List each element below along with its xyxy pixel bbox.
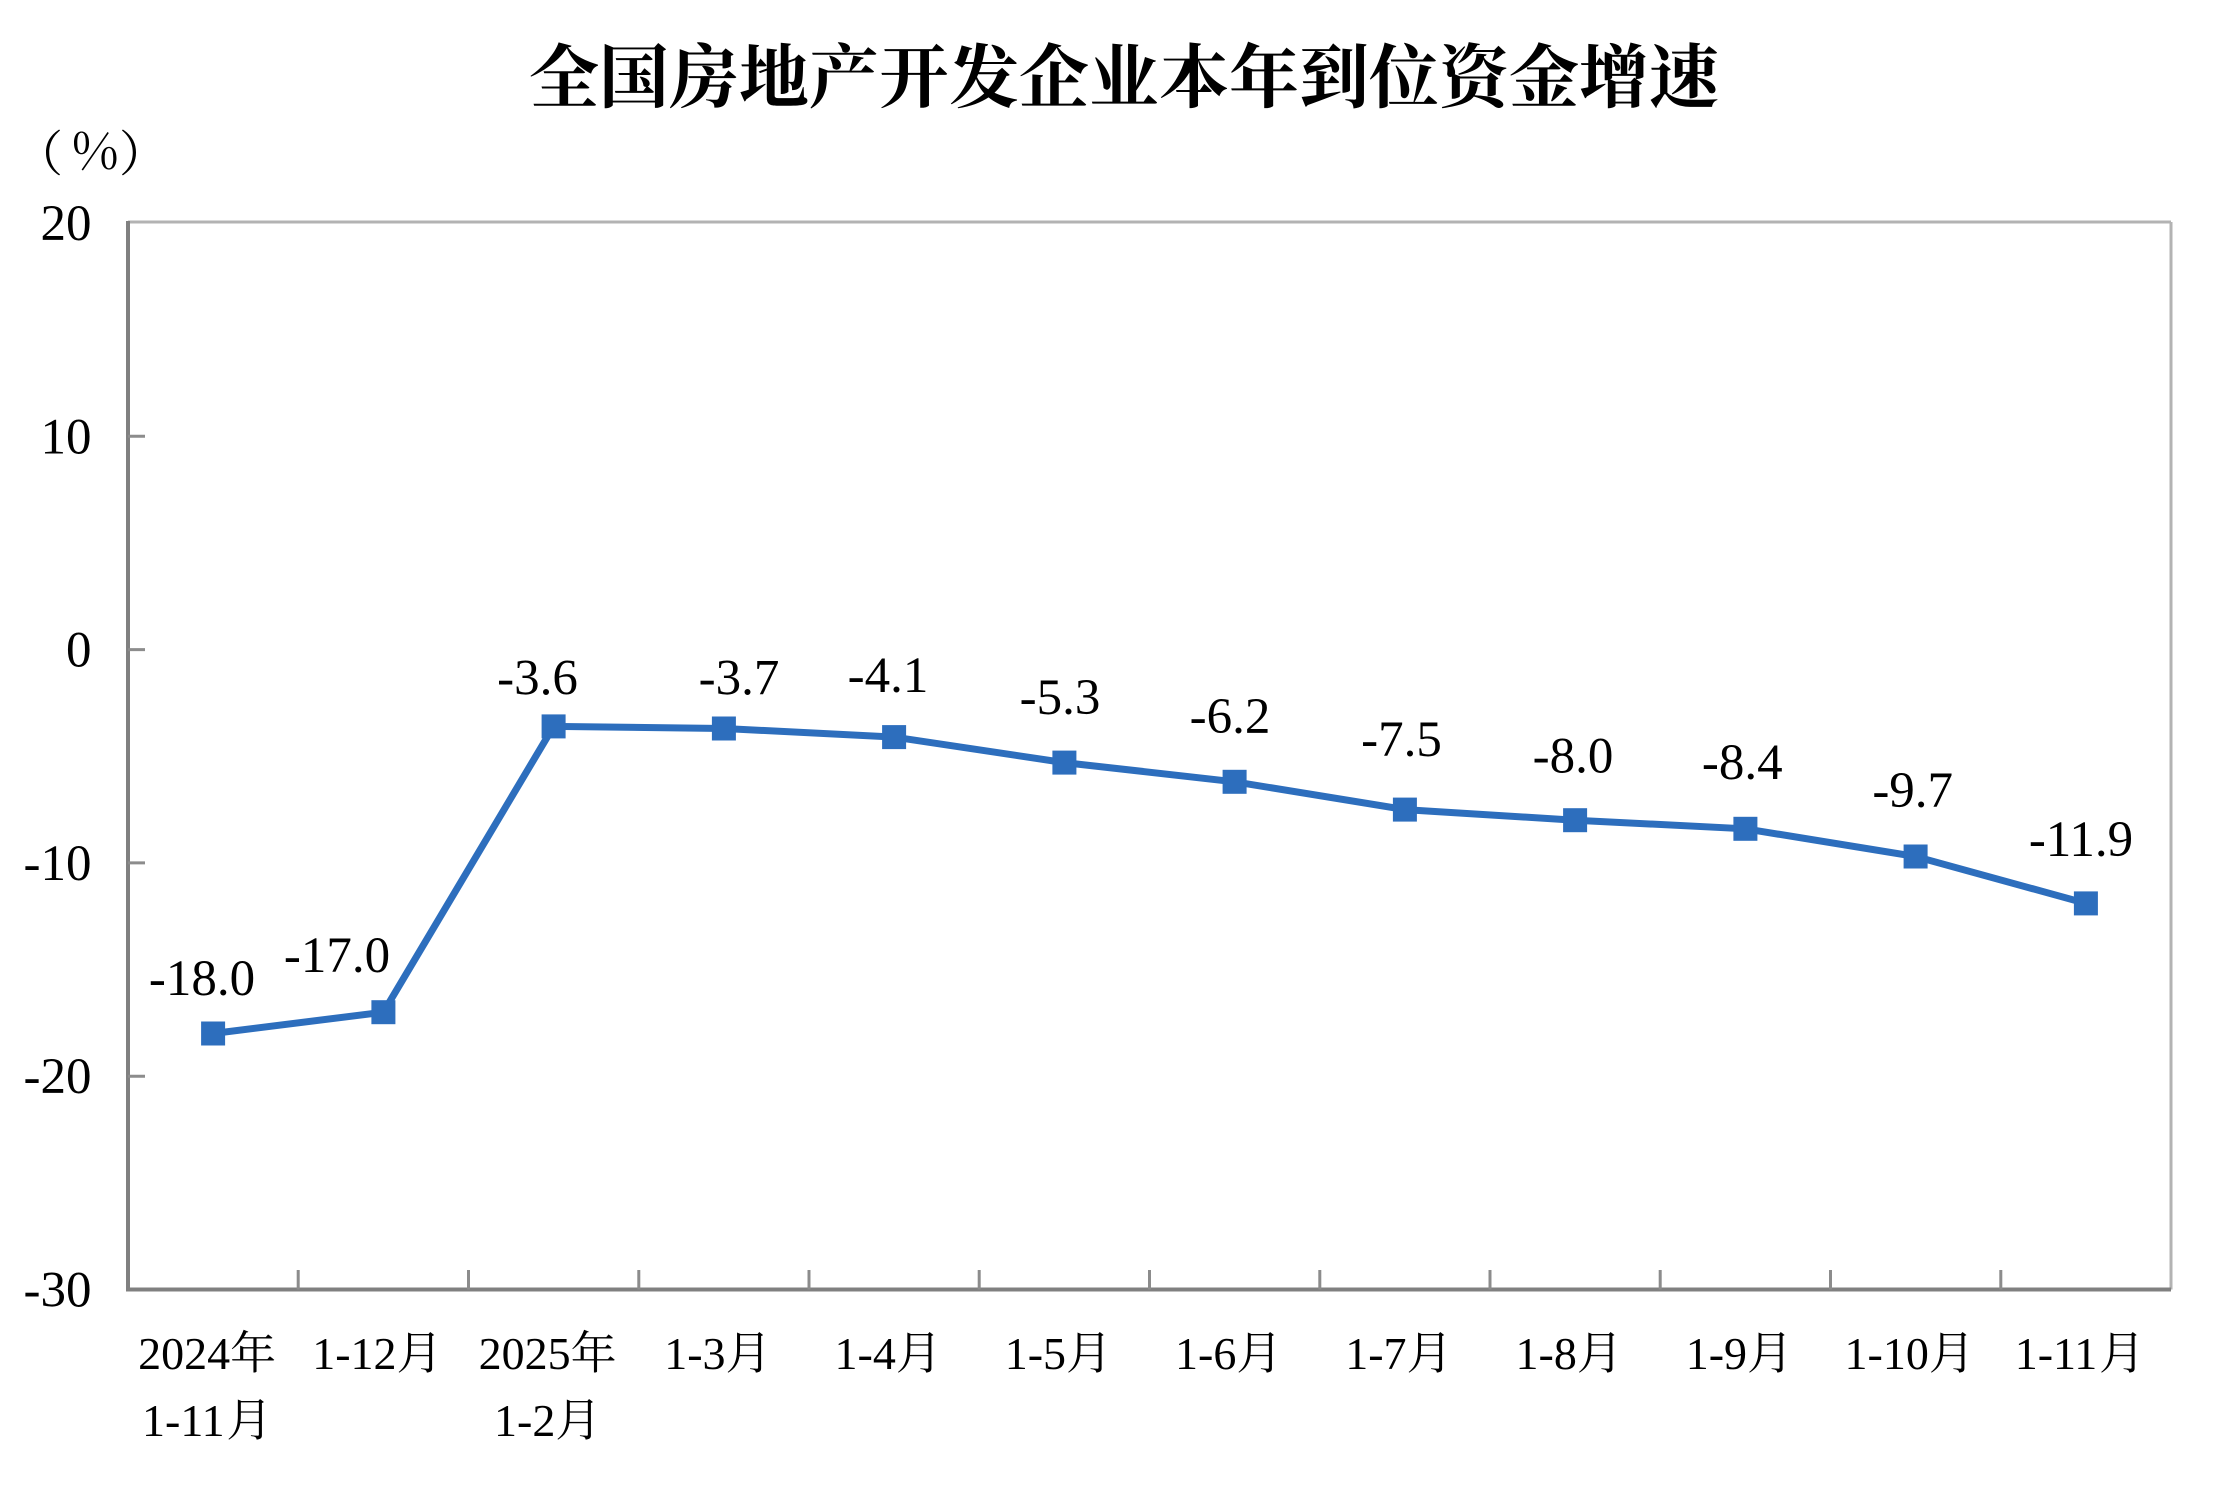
svg-text:-20: -20	[24, 1049, 92, 1105]
svg-text:2024: 2024	[138, 1328, 230, 1379]
svg-text:1-12: 1-12	[312, 1328, 396, 1379]
svg-text:1-10: 1-10	[1845, 1328, 1929, 1379]
svg-text:20: 20	[41, 196, 92, 252]
svg-text:-17.0: -17.0	[284, 928, 390, 984]
svg-text:1-11: 1-11	[2015, 1328, 2098, 1379]
svg-text:-3.6: -3.6	[497, 651, 578, 707]
svg-text:-4.1: -4.1	[848, 648, 929, 704]
svg-text:-5.3: -5.3	[1020, 670, 1101, 726]
svg-text:1-5: 1-5	[1005, 1328, 1066, 1379]
svg-text:-9.7: -9.7	[1872, 763, 1953, 819]
svg-text:1-3: 1-3	[664, 1328, 725, 1379]
svg-text:-8.4: -8.4	[1702, 735, 1783, 791]
svg-text:-11.9: -11.9	[2029, 812, 2133, 868]
svg-text:-10: -10	[24, 836, 92, 892]
svg-text:1-8: 1-8	[1516, 1328, 1577, 1379]
svg-text:1-7: 1-7	[1345, 1328, 1406, 1379]
svg-text:-18.0: -18.0	[149, 951, 255, 1007]
svg-text:1-2: 1-2	[494, 1395, 555, 1446]
svg-text:2025: 2025	[479, 1328, 571, 1379]
svg-text:0: 0	[66, 623, 92, 679]
svg-text:-6.2: -6.2	[1190, 689, 1271, 745]
svg-text:-7.5: -7.5	[1361, 712, 1442, 768]
svg-text:1-6: 1-6	[1175, 1328, 1236, 1379]
svg-text:1-11: 1-11	[142, 1395, 225, 1446]
svg-text:1-4: 1-4	[835, 1328, 896, 1379]
svg-text:-3.7: -3.7	[699, 651, 780, 707]
svg-text:-8.0: -8.0	[1533, 729, 1614, 785]
svg-text:10: 10	[41, 409, 92, 465]
svg-text:1-9: 1-9	[1686, 1328, 1747, 1379]
svg-text:-30: -30	[24, 1263, 92, 1319]
